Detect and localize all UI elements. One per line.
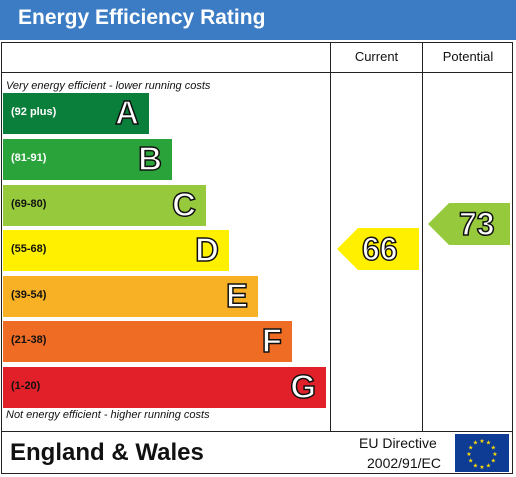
eu-flag-icon: ★ ★ ★ ★ ★ ★ ★ ★ ★ ★ ★ ★ [455, 434, 509, 472]
eu-directive-number: 2002/91/EC [367, 455, 441, 471]
band-g-range: (1-20) [11, 380, 41, 392]
current-rating-value: 66 [361, 230, 398, 268]
svg-text:★: ★ [468, 458, 473, 465]
region-label: England & Wales [10, 439, 204, 466]
svg-text:★: ★ [473, 462, 478, 469]
band-f-range: (21-38) [11, 334, 47, 346]
svg-text:★: ★ [479, 464, 484, 471]
band-e: (39-54) E [3, 276, 258, 317]
band-g-letter: G [290, 367, 317, 406]
band-c-range: (69-80) [11, 198, 47, 210]
svg-text:★: ★ [491, 445, 496, 452]
page-title: Energy Efficiency Rating [18, 6, 266, 29]
eu-directive-label: EU Directive [359, 435, 437, 451]
rating-frame [1, 42, 513, 474]
band-e-letter: E [225, 276, 249, 315]
potential-rating-arrow [428, 203, 510, 245]
band-a-letter: A [114, 93, 139, 132]
band-d: (55-68) D [3, 230, 229, 271]
band-g: (1-20) G [3, 367, 326, 408]
svg-text:★: ★ [491, 458, 496, 465]
svg-text:★: ★ [479, 438, 484, 445]
band-c-letter: C [171, 185, 196, 224]
footer-divider [1, 431, 513, 432]
band-b-letter: B [137, 139, 162, 178]
svg-text:★: ★ [486, 462, 491, 469]
caption-top: Very energy efficient - lower running co… [6, 80, 211, 92]
band-d-range: (55-68) [11, 243, 47, 255]
svg-text:★: ★ [466, 451, 471, 458]
band-e-range: (39-54) [11, 289, 47, 301]
band-c: (69-80) C [3, 185, 206, 226]
band-f-letter: F [261, 321, 283, 360]
svg-text:★: ★ [486, 440, 491, 447]
band-b-range: (81-91) [11, 152, 47, 164]
column-header-current: Current [354, 49, 399, 64]
column-divider-potential [422, 42, 423, 432]
column-header-potential: Potential [442, 49, 494, 64]
svg-text:★: ★ [468, 445, 473, 452]
band-d-letter: D [194, 230, 219, 269]
potential-rating-value: 73 [458, 205, 495, 243]
column-divider-current [330, 42, 331, 432]
header-divider [1, 72, 513, 73]
current-rating-arrow [337, 228, 419, 270]
band-b: (81-91) B [3, 139, 172, 180]
svg-text:★: ★ [473, 440, 478, 447]
svg-text:★: ★ [492, 451, 497, 458]
title-bar: Energy Efficiency Rating [0, 0, 516, 40]
band-f: (21-38) F [3, 321, 292, 362]
band-a: (92 plus) A [3, 93, 149, 134]
band-a-range: (92 plus) [11, 106, 57, 118]
caption-bottom: Not energy efficient - higher running co… [6, 409, 210, 421]
